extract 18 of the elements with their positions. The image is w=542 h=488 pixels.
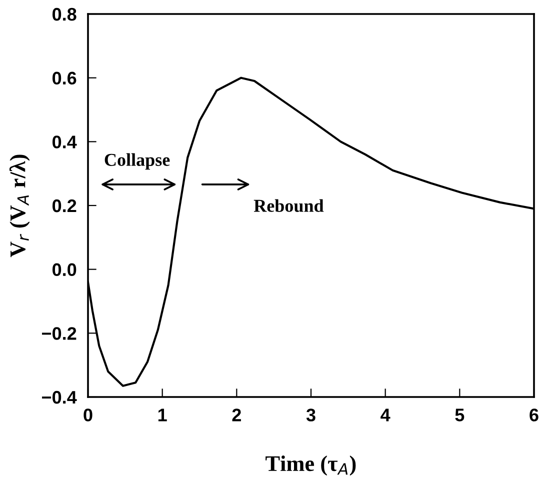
x-tick-label: 3 [306,408,316,422]
y-tick-label: −0.4 [42,390,77,404]
y-tick-label: −0.2 [42,327,76,340]
x-tick-label: 2 [232,408,241,422]
x-tick-label: 4 [380,408,390,422]
x-tick-label: 1 [158,408,167,422]
x-tick-label: 6 [530,408,538,422]
x-tick-label: 0 [84,408,92,422]
annotation: Collapse [104,153,170,170]
y-tick-label: 0.4 [52,136,77,148]
annotation: Rebound [254,199,324,212]
y-tick-label: 0.6 [52,72,76,85]
y-tick-label: 0.0 [52,263,76,276]
x-tick-label: 5 [455,408,464,422]
x-axis-title: Time (τ$_{A}$) [266,456,356,476]
y-tick-label: 0.2 [52,199,76,212]
y-tick-label: 0.8 [52,8,76,21]
y-axis-title: V$_{r}$ (V$_{A}$ r/λ) [9,154,30,258]
